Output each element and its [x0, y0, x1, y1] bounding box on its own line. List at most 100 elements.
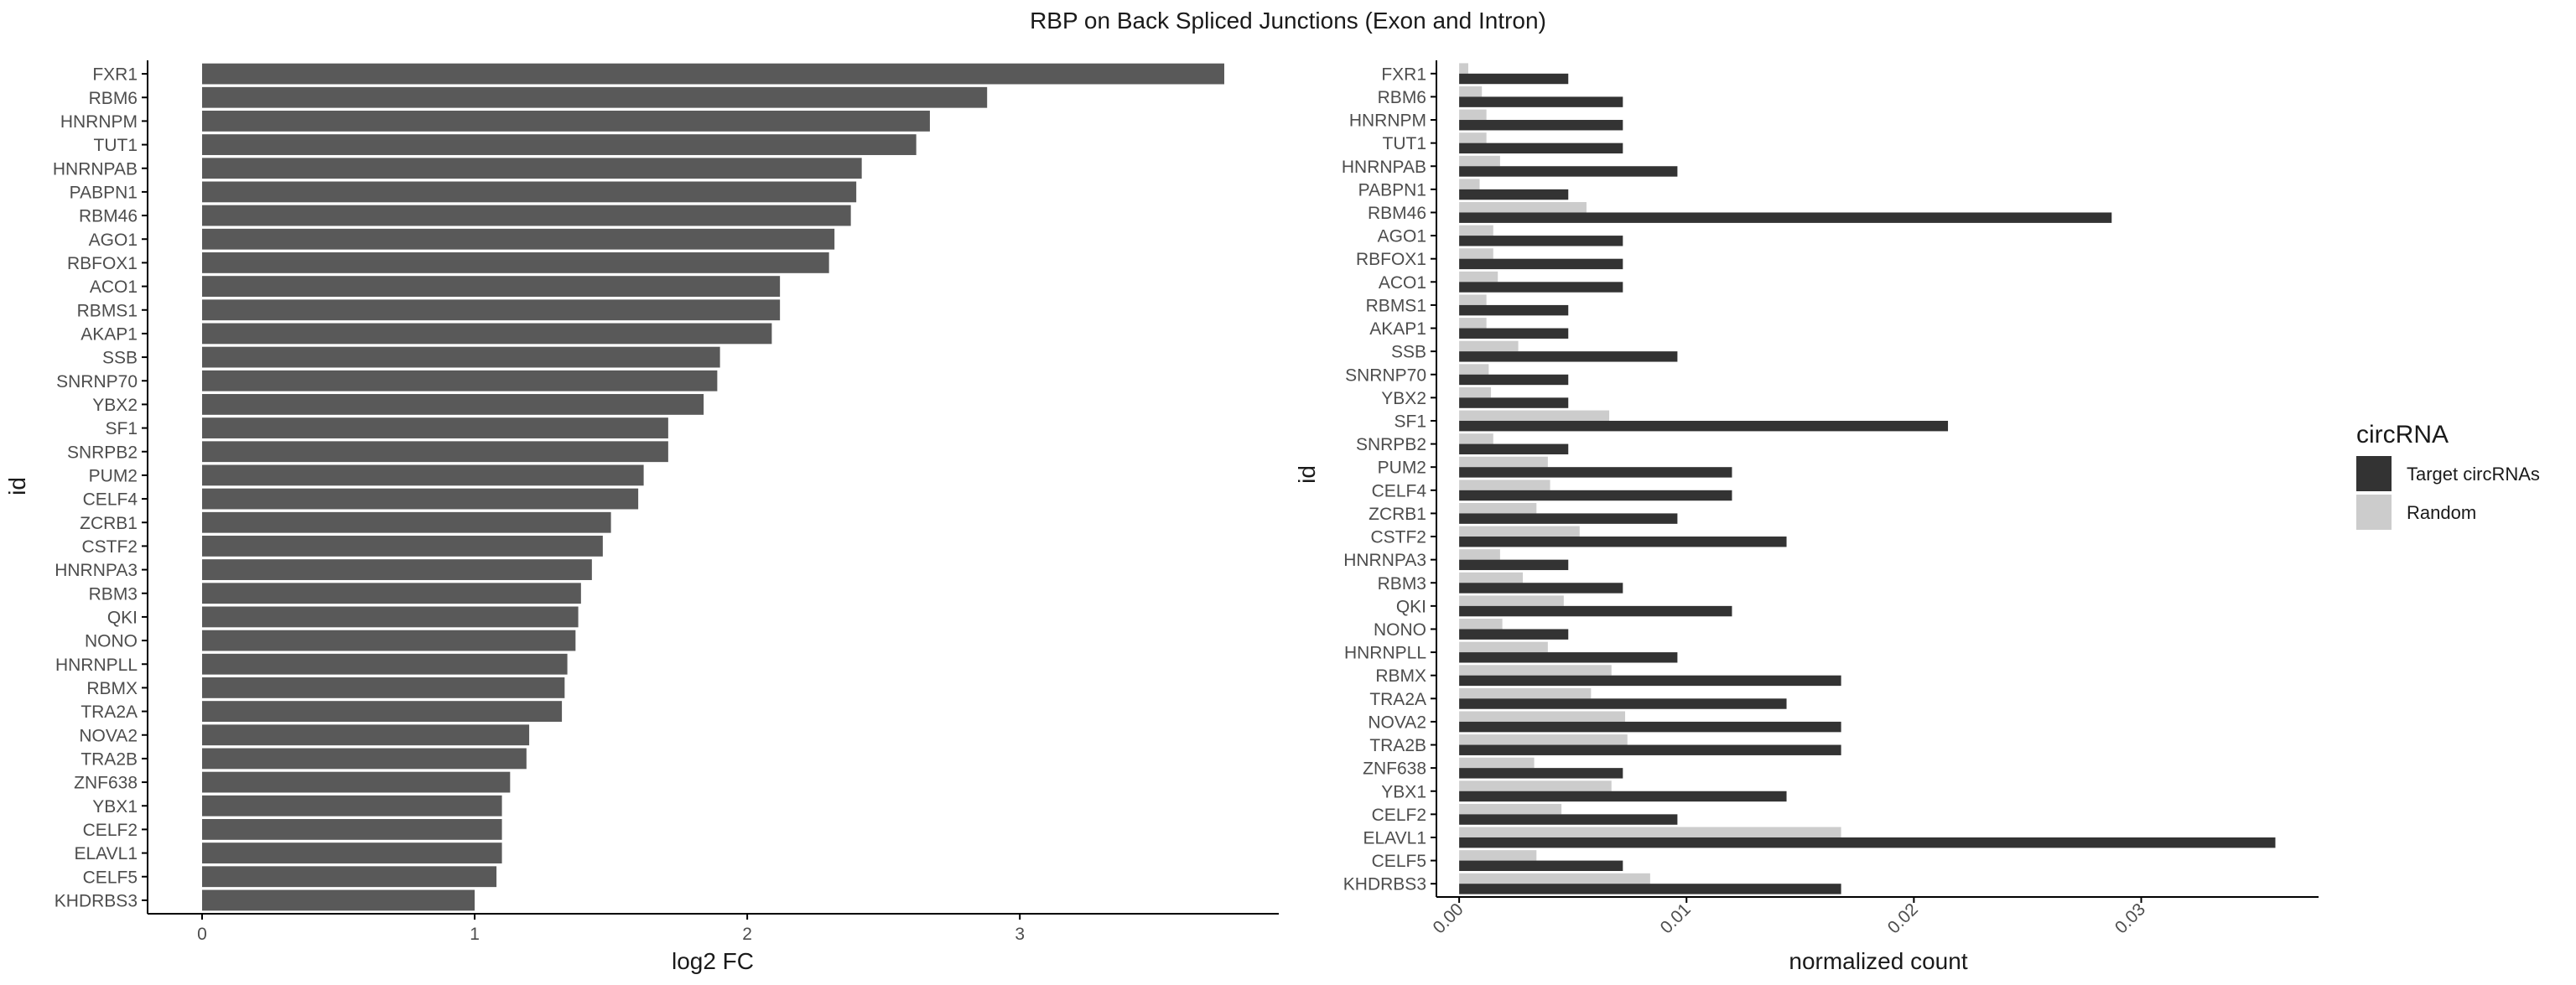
right-bar-target-elavl1	[1459, 837, 2276, 848]
legend-label-random: Random	[2407, 502, 2476, 523]
right-y-tick-label: ZCRB1	[1368, 505, 1426, 524]
right-bar-random-akap1	[1459, 318, 1487, 329]
left-y-tick-label: QKI	[107, 608, 138, 627]
right-y-tick-label: RBMX	[1375, 666, 1426, 686]
right-y-tick-label: PABPN1	[1358, 180, 1426, 200]
right-bar-random-pum2	[1459, 456, 1548, 468]
right-y-tick-label: CSTF2	[1370, 528, 1426, 547]
right-y-tick-label: CELF5	[1372, 852, 1426, 871]
right-y-tick-label: SNRNP70	[1345, 365, 1426, 385]
left-bar-pum2	[202, 464, 644, 486]
right-bar-random-ybx2	[1459, 386, 1492, 398]
left-x-tick-label: 3	[1015, 925, 1025, 944]
left-bar-celf2	[202, 819, 502, 840]
right-y-tick-label: YBX2	[1381, 389, 1426, 408]
right-bar-random-fxr1	[1459, 63, 1468, 74]
right-y-tick-label: SNRPB2	[1356, 435, 1426, 454]
right-y-tick-label: NOVA2	[1368, 713, 1426, 732]
left-y-tick-label: HNRNPA3	[55, 561, 138, 580]
right-y-tick-label: FXR1	[1381, 65, 1426, 84]
left-y-tick-label: ZNF638	[74, 774, 138, 793]
right-x-tick-label: 0.01	[1657, 899, 1695, 937]
left-bar-khdrbs3	[202, 889, 475, 911]
right-y-tick-label: SF1	[1394, 412, 1426, 431]
left-bar-nono	[202, 630, 576, 651]
left-x-axis-label: log2 FC	[672, 948, 754, 974]
right-bar-target-tra2b	[1459, 744, 1841, 755]
right-bar-random-hnrnpll	[1459, 641, 1548, 653]
right-bar-target-hnrnpa3	[1459, 559, 1569, 571]
left-bar-fxr1	[202, 63, 1224, 85]
left-bar-znf638	[202, 771, 511, 793]
right-bar-random-rbfox1	[1459, 248, 1493, 259]
right-bar-random-pabpn1	[1459, 179, 1480, 189]
right-y-tick-label: RBM6	[1378, 88, 1426, 107]
right-bar-target-zcrb1	[1459, 513, 1678, 524]
right-bar-random-hnrnpab	[1459, 155, 1500, 167]
left-bar-sf1	[202, 417, 668, 438]
right-bar-target-znf638	[1459, 768, 1623, 779]
right-bar-target-celf4	[1459, 490, 1732, 501]
right-bar-target-celf5	[1459, 860, 1623, 872]
right-bar-random-hnrnpa3	[1459, 549, 1500, 560]
right-bar-random-rbmx	[1459, 665, 1612, 676]
right-bar-target-rbmx	[1459, 675, 1841, 687]
left-y-tick-label: SNRNP70	[56, 372, 138, 391]
legend-label-target: Target circRNAs	[2407, 464, 2540, 485]
right-bar-random-rbm3	[1459, 572, 1524, 583]
left-bar-ybx1	[202, 795, 502, 817]
right-bar-random-znf638	[1459, 757, 1535, 769]
right-bar-target-sf1	[1459, 420, 1949, 432]
right-y-tick-label: RBFOX1	[1356, 250, 1426, 269]
right-y-tick-label: NONO	[1374, 620, 1426, 640]
right-bar-target-nono	[1459, 629, 1569, 640]
left-y-tick-label: SF1	[105, 419, 138, 438]
right-bar-target-snrpb2	[1459, 443, 1569, 455]
right-bar-target-khdrbs3	[1459, 884, 1841, 894]
right-bar-target-hnrnpll	[1459, 652, 1678, 663]
right-y-tick-label: QKI	[1396, 597, 1426, 616]
right-bar-random-nova2	[1459, 711, 1626, 722]
right-bars	[1459, 63, 2276, 894]
left-y-tick-label: RBMS1	[77, 301, 138, 320]
left-y-tick-label: AKAP1	[80, 324, 138, 344]
right-y-tick-labels: FXR1 RBM6 HNRNPM TUT1 HNRNPAB PABPN1 RBM46 AGO1…	[1342, 65, 1436, 894]
right-bar-target-cstf2	[1459, 537, 1787, 547]
left-x-tick-label: 0	[197, 925, 207, 944]
left-bar-elavl1	[202, 842, 502, 863]
left-y-tick-label: CELF4	[83, 490, 138, 510]
right-y-tick-label: PUM2	[1378, 459, 1426, 478]
left-bar-rbm3	[202, 583, 581, 604]
right-bar-random-zcrb1	[1459, 502, 1537, 514]
left-y-tick-label: CELF5	[83, 868, 138, 887]
right-bar-target-hnrnpm	[1459, 120, 1623, 131]
right-y-tick-label: CELF2	[1372, 806, 1426, 825]
left-y-tick-label: HNRNPAB	[53, 159, 138, 179]
right-y-tick-label: RBMS1	[1366, 296, 1426, 315]
right-bar-target-rbfox1	[1459, 258, 1623, 270]
right-bar-target-ago1	[1459, 236, 1623, 246]
right-y-tick-label: HNRNPM	[1349, 111, 1426, 131]
right-bar-target-aco1	[1459, 282, 1623, 293]
left-y-tick-label: SNRPB2	[67, 443, 138, 462]
left-bar-celf4	[202, 488, 639, 510]
left-bar-ssb	[202, 346, 720, 368]
left-bar-akap1	[202, 323, 772, 345]
left-y-tick-label: ZCRB1	[80, 514, 138, 533]
right-y-tick-label: YBX1	[1381, 782, 1426, 801]
left-bar-snrpb2	[202, 441, 668, 463]
right-bar-random-qki	[1459, 595, 1564, 606]
right-bar-random-tra2a	[1459, 687, 1592, 699]
right-bar-random-tra2b	[1459, 734, 1628, 745]
left-bar-rbms1	[202, 299, 781, 321]
left-chart: FXR1 RBM6 HNRNPM TUT1 HNRNPAB PABPN1 RBM46 AGO1…	[4, 60, 1279, 974]
right-bar-target-ybx2	[1459, 397, 1569, 408]
right-bar-target-celf2	[1459, 814, 1678, 825]
right-y-tick-label: ACO1	[1379, 273, 1426, 293]
right-bar-random-celf4	[1459, 480, 1550, 490]
left-bar-celf5	[202, 866, 497, 888]
right-bar-target-nova2	[1459, 721, 1841, 733]
right-bar-random-rbm46	[1459, 202, 1587, 213]
left-bar-hnrnpa3	[202, 559, 592, 580]
right-y-tick-label: AGO1	[1378, 227, 1426, 246]
